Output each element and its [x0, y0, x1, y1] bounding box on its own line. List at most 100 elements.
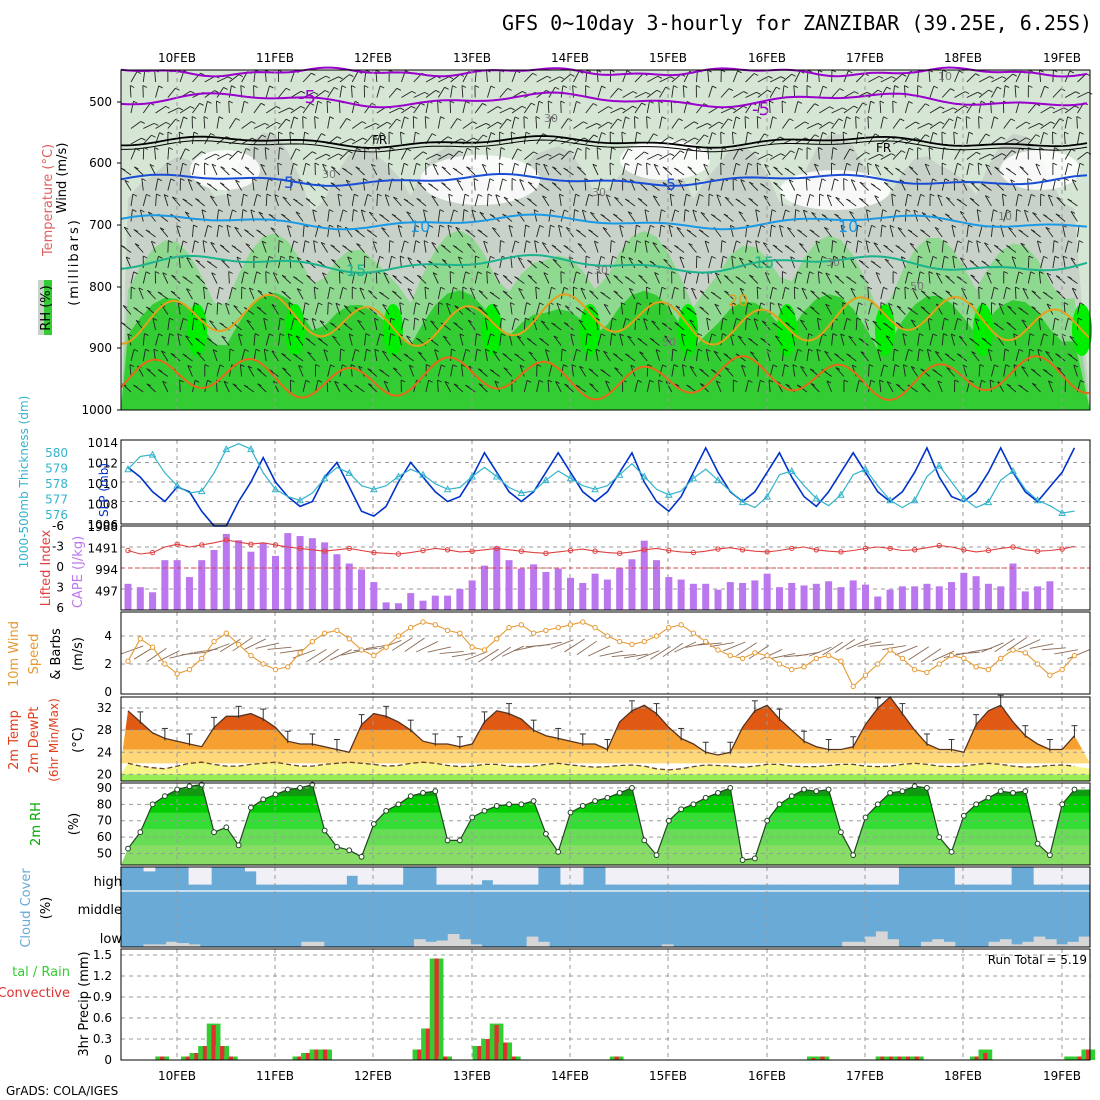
cape-bar: [616, 567, 624, 610]
high-cloud-gap: [199, 867, 212, 885]
wind-barb: [868, 380, 872, 393]
precip-tick: 1.2: [93, 969, 112, 983]
wind-barb: [868, 302, 872, 315]
rh-marker: [481, 807, 488, 814]
wind-barb: [234, 226, 242, 238]
wind-barb: [351, 349, 356, 362]
dewpoint-line: [127, 761, 1075, 771]
wind-barb: [794, 194, 798, 207]
wind-barb: [810, 383, 820, 393]
wind-barb: [487, 121, 498, 129]
wind-marker: [358, 647, 365, 653]
wind-barb-flag: [817, 317, 822, 321]
wind-barb-flag: [818, 271, 823, 274]
wind-barb: [290, 116, 295, 129]
wind-barb: [917, 271, 921, 284]
wind-barb-flag: [526, 337, 532, 341]
wind-barb-flag: [550, 209, 555, 213]
wind-barb: [241, 121, 252, 129]
cape-bar: [358, 569, 366, 610]
wind-barb: [552, 259, 562, 269]
wind-barb-flag: [133, 384, 138, 388]
wind-barb-flag: [663, 258, 668, 262]
wind-barb-flag: [1069, 70, 1075, 74]
wind-barb-flag: [132, 193, 138, 197]
wind-barb: [834, 290, 845, 300]
rh-marker: [739, 857, 746, 863]
wind-barb-flag: [1079, 131, 1084, 135]
wind-barb-flag: [428, 260, 433, 264]
wind-barb: [1008, 227, 1017, 238]
wind-barb: [350, 85, 353, 98]
thickness-marker: [173, 481, 182, 489]
wind-barb-flag: [609, 131, 615, 135]
wind-barb-flag: [720, 131, 725, 135]
wind-barb-flag: [185, 148, 190, 152]
wind10-barb: [1029, 643, 1054, 649]
wind-barb: [487, 333, 491, 346]
wind-barb-flag: [628, 148, 633, 152]
wind-barb: [1064, 105, 1076, 114]
wind-barb-flag: [538, 260, 544, 264]
wind-barb: [578, 319, 587, 331]
wind-barb-flag: [968, 240, 973, 244]
wind-barb: [708, 256, 713, 269]
wind-barb: [265, 178, 269, 191]
wind-barb: [867, 162, 869, 176]
wind-barb: [707, 147, 710, 160]
wind-barb: [659, 287, 663, 300]
high-cloud-gap: [887, 867, 899, 885]
wind-barb: [1040, 121, 1051, 129]
wind-barb: [620, 302, 624, 315]
wind-barb: [302, 302, 306, 315]
wind-barb-flag: [697, 333, 703, 336]
wind-barb: [511, 105, 523, 114]
wind-barb-flag: [915, 121, 920, 125]
wind-barb: [339, 74, 350, 83]
wind-barb: [715, 380, 722, 393]
li-marker: [174, 541, 180, 547]
li-marker: [543, 550, 549, 556]
wind-barb-flag: [560, 100, 565, 104]
contour-freezing-2: [121, 139, 1088, 153]
wind-barb-flag: [203, 116, 209, 119]
wind-barb-flag: [882, 209, 887, 213]
low-cloud-bar: [459, 939, 471, 947]
li-marker: [862, 545, 869, 552]
wind-barb: [486, 271, 488, 284]
wind-barb: [966, 73, 976, 83]
wind-barb-flag: [833, 255, 838, 259]
wind-barb-flag: [514, 276, 519, 280]
wind-barb: [880, 76, 892, 83]
wind-barb: [659, 116, 663, 129]
wind-barb: [831, 240, 834, 253]
wind-barb: [1019, 166, 1029, 176]
wind-barb: [1006, 383, 1017, 393]
wind10-barb: [636, 650, 660, 660]
wind-barb-flag: [703, 134, 709, 138]
thickness-marker: [443, 485, 452, 493]
wind-barb-flag: [870, 100, 875, 104]
wind-barb-flag: [452, 245, 458, 248]
wind-barb-flag: [146, 368, 151, 372]
wind-marker: [211, 638, 217, 645]
wind-barb-flag: [721, 240, 727, 243]
wind-barb-flag: [993, 322, 999, 326]
wind-barb-flag: [146, 193, 151, 197]
contour-label: 10: [838, 217, 858, 236]
wind-barb: [413, 163, 417, 176]
wind-barb-flag: [912, 287, 917, 291]
wind-barb: [880, 209, 884, 222]
wind-barb: [868, 133, 876, 145]
wind-barb-flag: [993, 286, 999, 290]
contour-label: 30: [826, 256, 840, 269]
wind-barb: [290, 240, 295, 253]
wind-barb-flag: [946, 367, 951, 370]
wind-barb-flag: [895, 167, 900, 171]
wind-barb-flag: [918, 255, 923, 259]
wind-barb: [351, 121, 363, 129]
wind-barb-flag: [588, 193, 593, 197]
wind-barb: [806, 194, 811, 207]
wind-barb: [791, 333, 796, 346]
wind-barb: [130, 121, 141, 129]
